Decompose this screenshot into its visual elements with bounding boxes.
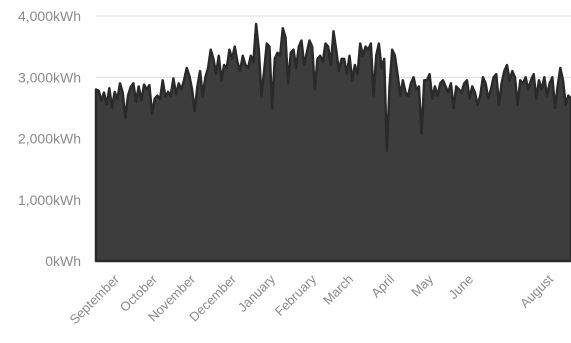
x-tick-label: February [272,271,320,319]
x-tick-label: September [67,271,123,327]
y-tick-label: 4,000kWh [18,8,81,24]
y-tick-label: 1,000kWh [18,192,81,208]
x-axis-month-labels: SeptemberOctoberNovemberDecemberJanuaryF… [67,271,557,327]
x-tick-label: April [368,271,397,300]
series-layer [94,22,571,263]
y-tick-label: 0kWh [45,253,81,269]
x-tick-label: June [446,272,477,303]
y-axis-ticks: 0kWh 1,000kWh 2,000kWh 3,000kWh 4,000kWh [18,8,81,269]
y-tick-label: 3,000kWh [18,69,81,85]
x-tick-label: March [320,272,356,308]
x-tick-label: May [408,271,436,299]
series-area [94,22,571,263]
y-tick-label: 2,000kWh [18,131,81,147]
x-tick-label: August [517,271,556,310]
